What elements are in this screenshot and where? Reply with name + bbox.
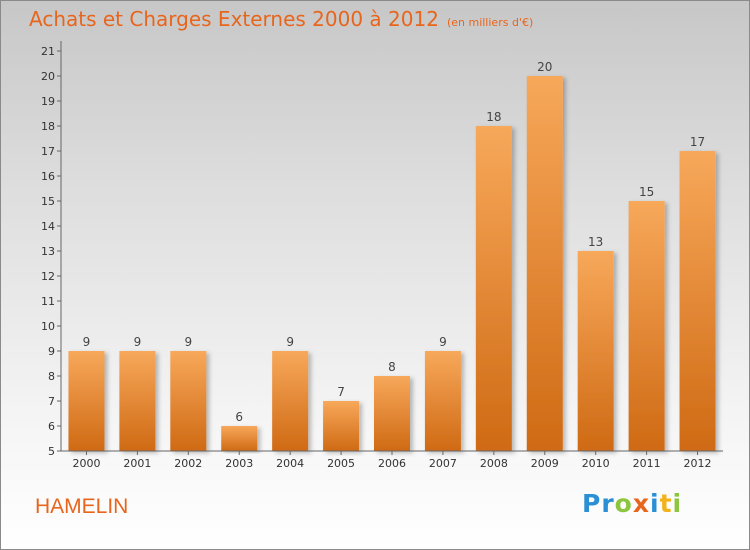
commune-name: HAMELIN: [35, 495, 129, 518]
x-tick-label: 2000: [72, 457, 100, 470]
y-tick-label: 8: [48, 370, 55, 383]
y-tick-label: 20: [41, 70, 55, 83]
logo-letter: i: [650, 489, 660, 518]
bar-2009: [526, 76, 563, 451]
y-tick-label: 7: [48, 395, 55, 408]
x-tick-label: 2008: [480, 457, 508, 470]
bar-2000: [68, 351, 105, 451]
y-tick-label: 18: [41, 120, 55, 133]
y-tick-label: 16: [41, 170, 55, 183]
x-tick-label: 2005: [327, 457, 355, 470]
value-label-2011: 15: [639, 185, 654, 199]
value-label-2001: 9: [134, 335, 142, 349]
proxiti-logo: Proxiti: [582, 489, 682, 518]
value-label-2002: 9: [184, 335, 192, 349]
logo-letter: o: [614, 489, 633, 518]
logo-letter: P: [582, 489, 602, 518]
chart-title: Achats et Charges Externes 2000 à 2012: [29, 7, 439, 31]
title-block: Achats et Charges Externes 2000 à 2012 (e…: [29, 7, 533, 31]
logo-letter: x: [632, 489, 650, 518]
x-tick-label: 2009: [531, 457, 559, 470]
logo-letter: t: [659, 489, 673, 518]
y-tick-label: 12: [41, 270, 55, 283]
x-tick-label: 2003: [225, 457, 253, 470]
value-label-2010: 13: [588, 235, 603, 249]
x-tick-label: 2007: [429, 457, 457, 470]
bar-2006: [374, 376, 410, 451]
bar-2011: [628, 201, 665, 451]
bar-2007: [424, 351, 461, 451]
bar-2003: [221, 426, 258, 451]
value-label-2012: 17: [690, 135, 705, 149]
bar-2012: [679, 151, 716, 451]
bar-2008: [475, 126, 512, 451]
value-label-2007: 9: [439, 335, 447, 349]
y-tick-label: 21: [41, 45, 55, 58]
bar-2010: [577, 251, 614, 451]
axes: 5 6 7 8 9 10 11 12 13 14 15 16 17 18 19 20 21 2000 2001 200…: [41, 41, 723, 470]
value-label-2008: 18: [486, 110, 501, 124]
value-label-2005: 7: [337, 385, 345, 399]
y-tick-label: 13: [41, 245, 55, 258]
x-tick-label: 2011: [633, 457, 661, 470]
logo-letter: r: [601, 489, 615, 518]
value-label-2004: 9: [286, 335, 294, 349]
x-tick-label: 2002: [174, 457, 202, 470]
y-tick-label: 5: [48, 445, 55, 458]
x-tick-label: 2006: [378, 457, 406, 470]
x-tick-label: 2012: [684, 457, 712, 470]
y-tick-label: 17: [41, 145, 55, 158]
y-tick-label: 9: [48, 345, 55, 358]
y-tick-label: 14: [41, 220, 55, 233]
y-tick-label: 15: [41, 195, 55, 208]
bar-2004: [272, 351, 309, 451]
y-tick-label: 6: [48, 420, 55, 433]
value-label-2009: 20: [537, 60, 552, 74]
y-tick-label: 19: [41, 95, 55, 108]
bar-2005: [323, 401, 360, 451]
bar-2002: [170, 351, 207, 451]
y-tick-label: 10: [41, 320, 55, 333]
x-tick-label: 2004: [276, 457, 304, 470]
bars-layer: 9 9 9 6 9 7 8 9 18 20 13 15 17: [68, 60, 716, 451]
chart-subtitle: (en milliers d'€): [446, 16, 534, 29]
y-tick-label: 11: [41, 295, 55, 308]
x-tick-label: 2001: [123, 457, 151, 470]
value-label-2003: 6: [235, 410, 243, 424]
bar-2001: [119, 351, 156, 451]
logo-letter: i: [672, 489, 683, 518]
value-label-2000: 9: [83, 335, 91, 349]
x-tick-label: 2010: [582, 457, 610, 470]
value-label-2006: 8: [388, 360, 396, 374]
